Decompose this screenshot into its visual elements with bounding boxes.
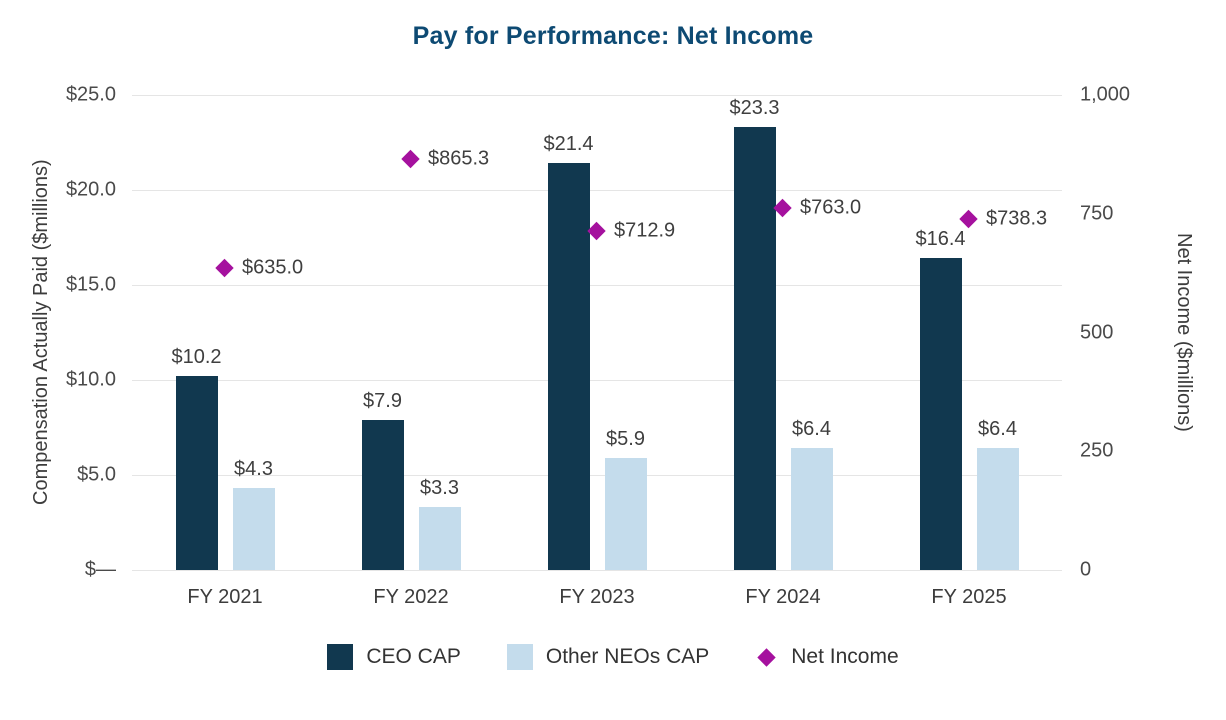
plot-area: $25.0 $20.0 $15.0 $10.0 $5.0 $— 1,000 750 500 250… — [66, 84, 1130, 609]
left-axis-tick-label: $10.0 — [65, 368, 116, 391]
legend-label: CEO CAP — [366, 645, 461, 668]
category-label: FY 2025 — [931, 586, 1007, 608]
category-label: FY 2024 — [745, 586, 821, 608]
bar-value-label: $4.3 — [234, 458, 273, 481]
bar-value-label: $10.2 — [171, 346, 222, 369]
net-income-marker: $763.0 — [773, 196, 862, 219]
bar-value-label: $6.4 — [978, 418, 1017, 441]
bar-other-neos-cap: $6.4 — [790, 418, 833, 570]
diamond-icon — [401, 149, 420, 169]
legend-label: Net Income — [791, 645, 899, 668]
net-income-value-label: $763.0 — [800, 196, 862, 219]
diamond-icon — [773, 198, 792, 217]
bar-other-neos-cap: $4.3 — [232, 458, 275, 570]
bar-group: $16.4 $6.4 $738.3 — [876, 95, 1062, 570]
bar-other-neos-cap: $5.9 — [604, 428, 647, 570]
bar-other-neos-cap: $3.3 — [418, 477, 461, 570]
left-axis-title: Compensation Actually Paid ($millions) — [30, 159, 52, 506]
bar-value-label: $6.4 — [792, 418, 831, 441]
right-axis-tick-label: 250 — [1080, 439, 1114, 462]
bar-ceo-cap: $21.4 — [543, 133, 594, 570]
bar-group: $21.4 $5.9 $712.9 — [504, 95, 690, 570]
gridline — [132, 285, 1062, 286]
bar-value-label: $3.3 — [420, 477, 459, 500]
legend-item-net-income: Net Income — [755, 645, 899, 669]
bar-ceo-cap: $16.4 — [915, 228, 966, 570]
net-income-marker: $712.9 — [587, 219, 676, 243]
bar-ceo-cap: $7.9 — [361, 390, 404, 570]
bar-ceo-cap: $10.2 — [171, 346, 222, 570]
left-axis-tick-label: $15.0 — [65, 273, 116, 296]
bar-group: $10.2 $4.3 $635.0 — [132, 95, 318, 570]
left-axis-tick-label: $5.0 — [77, 463, 116, 486]
bar-value-label: $16.4 — [915, 228, 966, 251]
net-income-diamond-icon — [757, 647, 776, 667]
bars: $10.2 $4.3 — [132, 95, 318, 570]
diamond-icon — [215, 259, 234, 278]
right-axis-tick-label: 500 — [1080, 321, 1114, 343]
right-axis-tick-label: 1,000 — [1080, 83, 1131, 106]
left-axis-tick-label: $25.0 — [65, 83, 116, 106]
right-axis-tick-label: 0 — [1080, 558, 1092, 581]
left-axis-tick-label: $— — [84, 558, 116, 581]
net-income-value-label: $635.0 — [242, 256, 304, 279]
gridline — [132, 570, 1062, 571]
bars: $21.4 $5.9 — [504, 95, 690, 570]
ceo-cap-swatch-icon — [327, 644, 354, 670]
bars: $7.9 $3.3 — [318, 95, 504, 570]
bars: $23.3 $6.4 — [690, 95, 876, 570]
legend-item-other-neos-cap: Other NEOs CAP — [506, 644, 710, 670]
net-income-value-label: $865.3 — [428, 147, 490, 170]
other-neos-cap-swatch-icon — [506, 644, 533, 670]
bar-ceo-cap: $23.3 — [729, 97, 780, 570]
category-label: FY 2021 — [187, 586, 263, 608]
category-labels: FY 2021 FY 2022 FY 2023 FY 2024 FY 2025 — [132, 586, 1062, 609]
bar-value-label: $5.9 — [606, 427, 645, 450]
category-label: FY 2023 — [559, 586, 635, 608]
chart-title: Pay for Performance: Net Income — [412, 22, 814, 50]
category-label: FY 2022 — [373, 586, 449, 608]
net-income-marker: $738.3 — [959, 207, 1048, 231]
gridline — [132, 380, 1062, 381]
bar-value-label: $7.9 — [363, 389, 402, 412]
bar-group: $23.3 $6.4 $763.0 — [690, 95, 876, 570]
net-income-value-label: $738.3 — [986, 207, 1048, 230]
gridline — [132, 475, 1062, 476]
gridline — [132, 190, 1062, 191]
bars: $16.4 $6.4 — [876, 95, 1062, 570]
net-income-value-label: $712.9 — [614, 219, 676, 242]
bar-value-label: $21.4 — [543, 133, 594, 156]
gridline — [132, 95, 1062, 96]
diamond-icon — [959, 210, 978, 229]
bar-group: $7.9 $3.3 $865.3 — [318, 95, 504, 570]
diamond-icon — [587, 222, 606, 241]
right-axis-title: Net Income ($millions) — [1173, 233, 1195, 432]
left-axis-tick-label: $20.0 — [65, 178, 116, 201]
legend-label: Other NEOs CAP — [545, 645, 710, 668]
chart-legend: CEO CAP Other NEOs CAP Net Income — [0, 644, 1226, 670]
right-axis-tick-label: 750 — [1080, 202, 1114, 225]
bar-groups: $10.2 $4.3 $635.0 $7.9 $3.3 $865.3 $21.4 $5.9 $7… — [132, 95, 1062, 570]
net-income-marker: $635.0 — [215, 256, 304, 280]
legend-item-ceo-cap: CEO CAP — [327, 644, 461, 670]
bar-value-label: $23.3 — [729, 97, 780, 120]
bar-other-neos-cap: $6.4 — [976, 418, 1019, 570]
net-income-marker: $865.3 — [401, 147, 490, 170]
